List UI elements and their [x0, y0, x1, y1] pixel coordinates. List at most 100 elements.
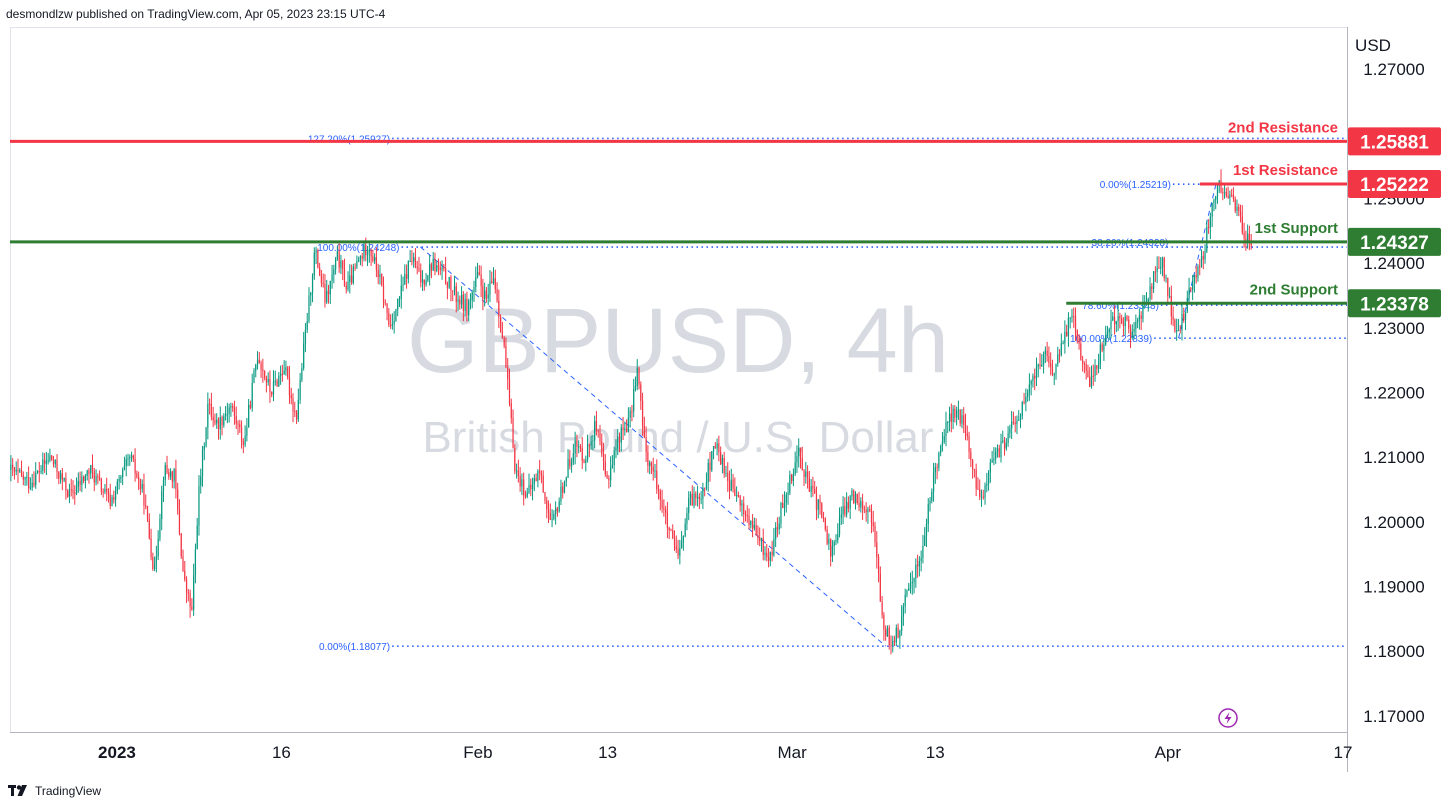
candle-body: [370, 250, 372, 257]
price-tick-label: 1.22000: [1363, 383, 1424, 402]
candle-body: [526, 492, 528, 497]
candle-body: [175, 469, 177, 490]
candle-body: [279, 373, 282, 376]
resistance-price-tag-text: 1.25881: [1360, 132, 1429, 153]
candle-body: [402, 284, 404, 286]
candle-body: [590, 441, 592, 446]
candle-body: [33, 482, 35, 486]
time-axis[interactable]: 2023 16 Feb 13 Mar 13 Apr 17: [98, 743, 1352, 762]
candle-body: [995, 451, 997, 459]
fib-level-label: 100.00%(1.24248): [317, 243, 399, 254]
price-tick-label: 1.21000: [1363, 448, 1424, 467]
candle-body: [413, 257, 415, 262]
candle-body: [691, 493, 693, 506]
candle-body: [1089, 377, 1091, 387]
candle-body: [464, 298, 466, 311]
candle-body: [349, 275, 351, 283]
candle-body: [815, 493, 818, 510]
candle-body: [1092, 375, 1094, 377]
candle-body: [100, 479, 103, 492]
candle-body: [649, 462, 651, 466]
candle-body: [297, 399, 299, 420]
resistance-price-tag-text: 1.25222: [1360, 175, 1429, 196]
candle-body: [712, 446, 715, 452]
support-price-tag: [1348, 227, 1441, 256]
candle-body: [1188, 287, 1190, 298]
candle-body: [707, 462, 709, 483]
candle-body: [1055, 363, 1057, 375]
candle-body: [528, 484, 530, 493]
candle-body: [858, 502, 860, 508]
candle-body: [1172, 316, 1174, 320]
candle-body: [157, 538, 159, 557]
alert-bolt-icon[interactable]: [1218, 708, 1238, 728]
candle-body: [395, 309, 397, 321]
candle-body: [205, 427, 207, 447]
candle-body: [663, 507, 665, 510]
candle-body: [732, 479, 734, 489]
candle-body: [42, 459, 44, 471]
candle-body: [869, 509, 871, 511]
candle-body: [826, 529, 828, 544]
candle-body: [640, 384, 642, 401]
candle-body: [200, 476, 202, 486]
candle-body: [711, 451, 713, 471]
candle-body: [764, 552, 766, 555]
candle-body: [1129, 328, 1132, 337]
candle-body: [562, 486, 564, 493]
candle-body: [444, 268, 447, 283]
candle-body: [961, 415, 963, 424]
candle-body: [207, 403, 209, 428]
candle-body: [414, 257, 417, 267]
candle-body: [1112, 316, 1114, 321]
candle-body: [634, 385, 637, 390]
candle-body: [334, 258, 337, 270]
candle-body: [778, 523, 780, 530]
candle-body: [865, 509, 867, 513]
candle-body: [1058, 354, 1061, 356]
candle-body: [682, 536, 685, 543]
candle-body: [531, 483, 534, 490]
candle-body: [620, 427, 622, 443]
candle-body: [879, 573, 881, 602]
currency-label: USD: [1355, 36, 1391, 55]
candle-body: [421, 279, 424, 283]
candle-body: [127, 458, 129, 460]
candle-body: [922, 546, 924, 558]
candle-body: [1222, 192, 1224, 194]
candle-body: [1009, 428, 1011, 434]
candle-body: [704, 487, 706, 489]
candle-body: [79, 480, 81, 485]
price-tick-label: 1.17000: [1363, 707, 1424, 726]
candle-body: [113, 497, 115, 500]
candle-body: [345, 285, 347, 290]
candle-body: [72, 489, 74, 493]
candle-body: [49, 455, 51, 461]
candle-body: [20, 470, 23, 476]
candle-body: [299, 379, 301, 400]
candle-body: [1154, 271, 1156, 273]
candle-body: [1152, 271, 1155, 290]
candle-body: [1126, 316, 1128, 320]
candle-body: [232, 406, 234, 409]
candle-body: [19, 470, 21, 472]
candle-body: [730, 479, 732, 491]
time-tick-label: Feb: [463, 743, 492, 762]
chart-pane[interactable]: [10, 27, 1347, 732]
candle-body: [1138, 315, 1141, 320]
candle-body: [1032, 375, 1034, 381]
candle-body: [450, 276, 452, 291]
candle-body: [478, 272, 480, 275]
candle-body: [661, 499, 663, 508]
candle-body: [476, 272, 479, 278]
candle-body: [437, 265, 440, 268]
candle-body: [256, 359, 259, 365]
candle-body: [1060, 343, 1062, 355]
candle-body: [755, 524, 757, 536]
candle-body: [1195, 275, 1197, 278]
candle-body: [409, 261, 411, 263]
candle-body: [503, 338, 505, 346]
levels-layer: 2nd Resistance 1st Resistance 1st Support 2…: [10, 119, 1347, 305]
candle-body: [641, 400, 644, 426]
